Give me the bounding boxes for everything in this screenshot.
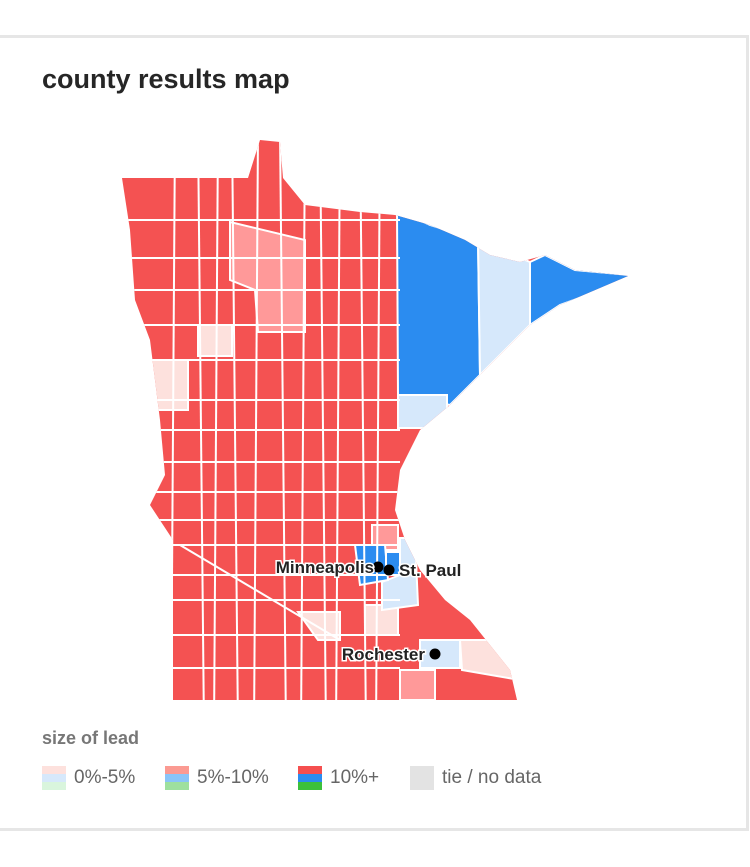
legend-item: 10%+: [298, 766, 379, 790]
legend-label: 5%-10%: [197, 767, 269, 788]
county: [399, 669, 436, 700]
county-border: [197, 140, 205, 700]
county: [197, 324, 233, 357]
county-border: [213, 140, 219, 700]
county-border: [300, 140, 306, 700]
county-border: [279, 140, 287, 700]
county: [476, 238, 531, 378]
city-dot: [383, 564, 395, 576]
cities: Minneapolis St. Paul Rochester: [274, 557, 463, 666]
county: [529, 253, 628, 327]
legend-item: tie / no data: [410, 766, 541, 790]
county-border: [375, 140, 381, 700]
county: [395, 208, 482, 407]
city-label: St. Paul: [399, 561, 461, 580]
city-label: Minneapolis: [276, 558, 374, 577]
county-border: [179, 544, 341, 641]
city-label: Rochester: [342, 645, 426, 664]
legend-label: tie / no data: [442, 767, 542, 788]
legend-item: 0%-5%: [42, 766, 135, 790]
card: [0, 35, 749, 831]
county: [149, 359, 189, 411]
counties: [122, 140, 628, 700]
county-border: [359, 140, 367, 700]
legend-item: 5%-10%: [165, 766, 269, 790]
city-dot: [429, 648, 441, 660]
city-dot: [372, 561, 384, 573]
county-border: [231, 140, 239, 700]
county-border: [253, 140, 259, 700]
legend-title: size of lead: [42, 728, 140, 748]
map-title: county results map: [42, 64, 290, 94]
legend-label: 0%-5%: [74, 767, 136, 788]
county: [397, 394, 448, 429]
legend-label: 10%+: [330, 767, 380, 788]
county-border: [335, 140, 341, 700]
